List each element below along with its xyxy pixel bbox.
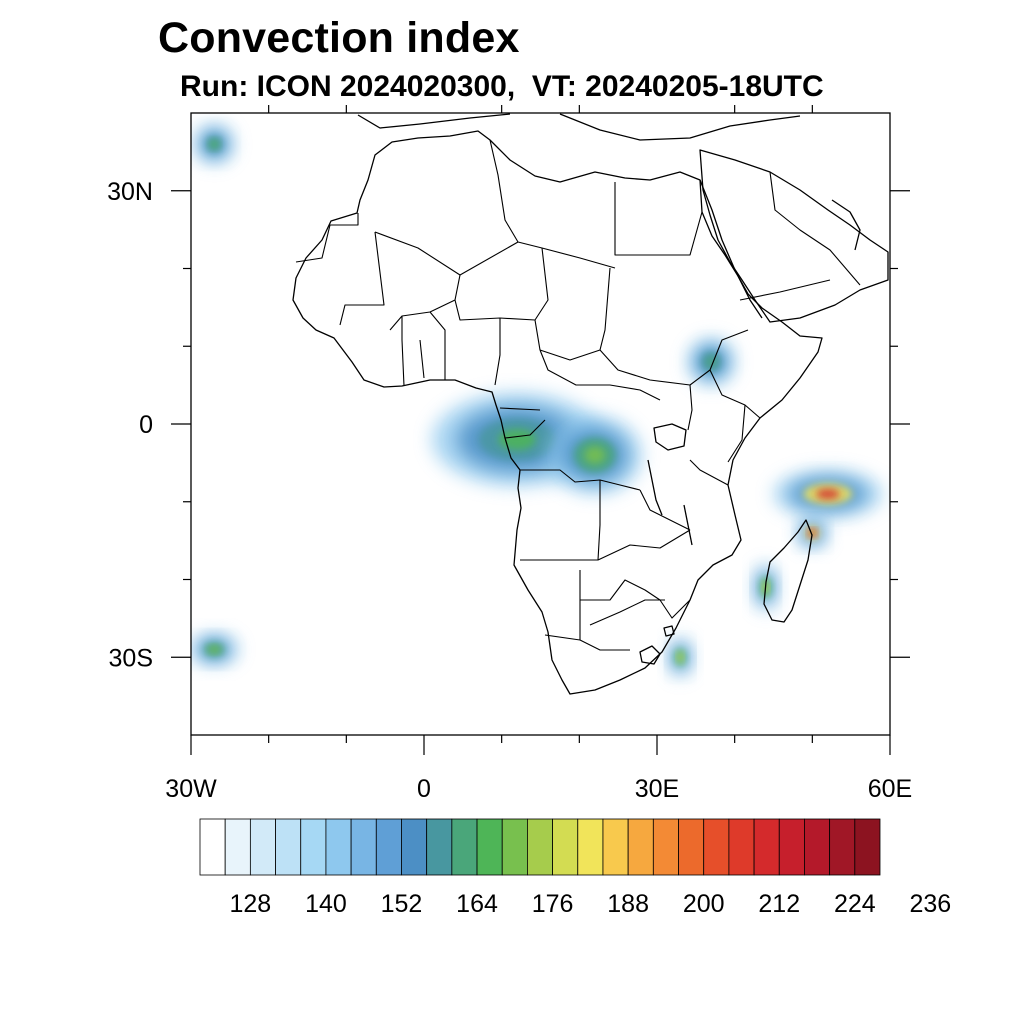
convection-cell [815,488,840,500]
colorbar-tick-label: 200 [683,890,725,918]
colorbar-swatch [778,818,805,876]
colorbar-tick-label: 152 [381,890,423,918]
colorbar-swatch [527,818,553,876]
colorbar-swatch [703,818,730,876]
colorbar-swatch [401,818,428,876]
coastlines-and-borders [292,113,889,695]
colorbar-swatch [451,818,478,876]
lon-tick-label: 30W [165,775,217,803]
lon-tick-label: 60E [868,775,912,803]
convection-cell [498,429,536,450]
lat-tick-label: 30N [107,178,153,206]
lake-malawi [683,504,693,546]
persian-gulf [831,199,861,251]
colorbar-swatch [199,818,226,876]
colorbar-swatch [350,818,377,876]
colorbar-tick-label: 164 [456,890,498,918]
lake-victoria [653,423,687,451]
lon-tick-label: 30E [635,775,679,803]
chart-title: Convection index [158,14,520,62]
lon-tick-label: 0 [417,775,431,803]
colorbar-swatch [854,818,881,876]
lake-tanganyika [647,459,663,516]
colorbar-tick-label: 236 [910,890,952,918]
colorbar-swatch [325,818,352,876]
eswatini [663,625,675,637]
convection-cell [677,652,683,662]
axis-ticks [171,105,910,755]
colorbar-swatch [753,818,780,876]
madagascar-coastline [763,519,813,623]
colorbar-tick-label: 188 [607,890,649,918]
colorbar-swatch [627,818,654,876]
colorbar-swatch [426,818,453,876]
colorbar-swatch [275,818,302,876]
convection-cell [209,646,220,653]
colorbar-swatch [602,818,629,876]
africa-coastline [292,130,823,695]
colorbar-swatch [476,818,503,876]
colorbar-swatch [300,818,327,876]
colorbar [199,818,881,876]
chart-subtitle: Run: ICON 2024020300, VT: 20240205-18UTC [180,70,824,103]
convection-field [191,124,883,677]
colorbar-tick-label: 212 [758,890,800,918]
colorbar-swatch [804,818,831,876]
lat-tick-label: 0 [139,411,153,439]
colorbar-swatch [577,818,604,876]
colorbar-swatch [224,818,251,876]
red-sea [699,179,763,319]
colorbar-tick-label: 176 [532,890,574,918]
colorbar-tick-label: 128 [230,890,272,918]
colorbar-tick-labels: 128 140 152 164 176 188 200 212 224 236 [230,890,952,918]
colorbar-swatch [829,818,856,876]
colorbar-swatch [552,818,579,876]
country-borders [295,139,861,651]
colorbar-tick-label: 224 [834,890,876,918]
colorbar-tick-label: 140 [305,890,347,918]
axis-tick-labels: 30W 0 30E 60E 30N 0 30S [107,178,912,803]
colorbar-swatch [375,818,402,876]
convection-cell [584,446,606,464]
lesotho [639,645,661,665]
colorbar-swatch [249,818,276,876]
mediterranean-north [357,113,801,141]
colorbar-swatch [678,818,705,876]
lat-tick-label: 30S [109,644,153,672]
arabia-coastline [699,149,889,323]
convection-cell [210,139,219,149]
colorbar-swatch [501,818,528,876]
colorbar-swatch [728,818,755,876]
colorbar-swatch [652,818,679,876]
